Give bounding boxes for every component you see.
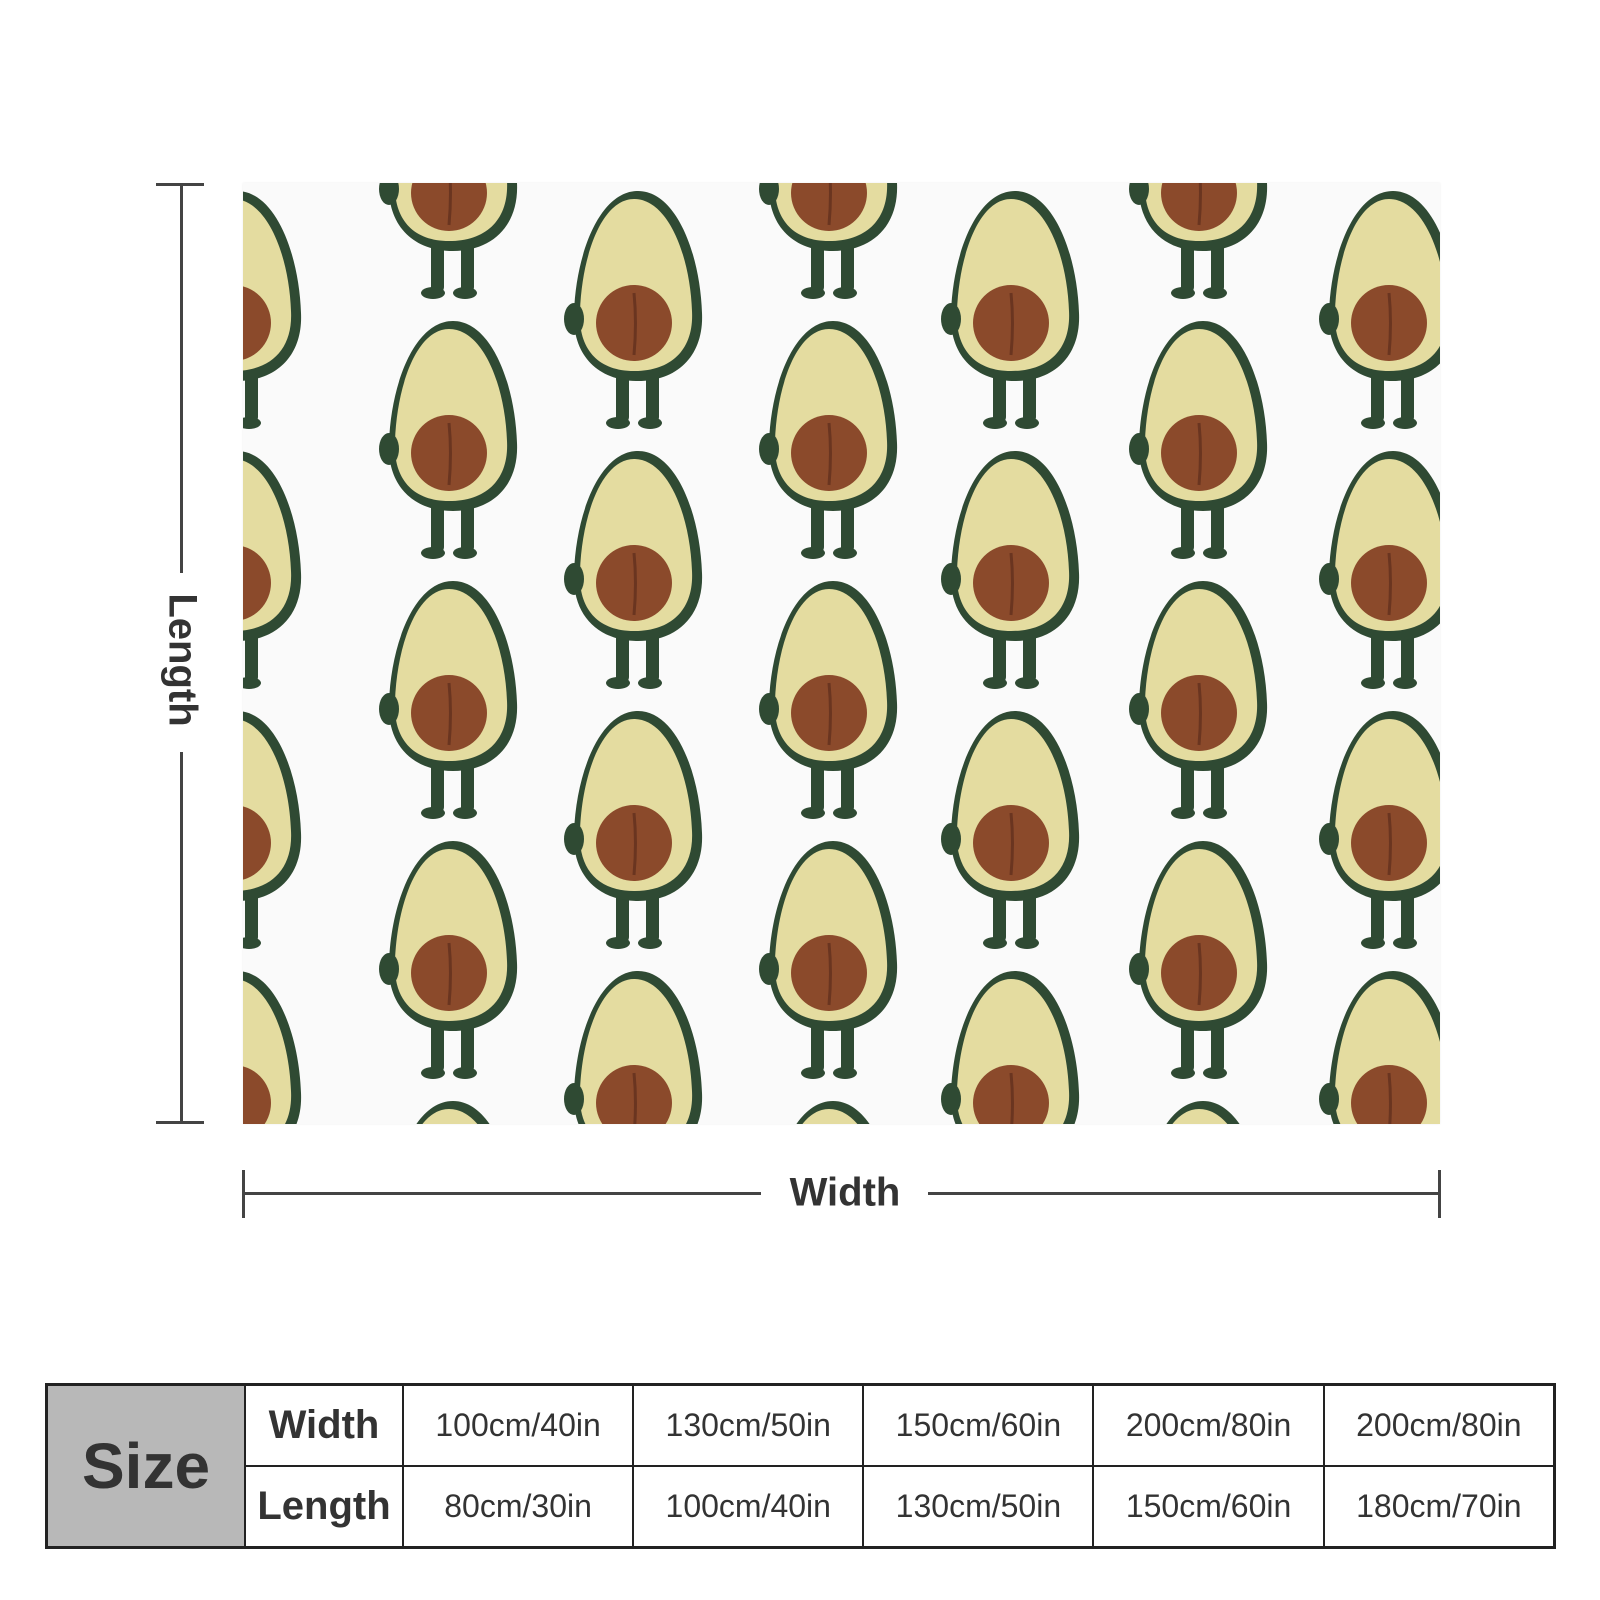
width-cell: 130cm/50in xyxy=(632,1383,865,1467)
avocado-icon xyxy=(1317,449,1440,691)
avocado-icon xyxy=(1127,319,1269,561)
length-row: Length 80cm/30in 100cm/40in 130cm/50in 1… xyxy=(47,1465,1556,1549)
length-bottom-tick xyxy=(156,1121,204,1124)
width-row-label: Width xyxy=(244,1383,404,1467)
avocado-icon xyxy=(757,183,899,301)
width-line-right xyxy=(928,1192,1439,1195)
avocado-icon xyxy=(1127,1099,1269,1124)
avocado-icon xyxy=(939,969,1081,1124)
size-header: Size xyxy=(45,1383,246,1549)
width-row: Size Width 100cm/40in 130cm/50in 150cm/6… xyxy=(45,1383,1556,1549)
width-label: Width xyxy=(783,1170,907,1216)
width-cell: 200cm/80in xyxy=(1092,1383,1325,1467)
blanket-preview xyxy=(243,183,1440,1124)
avocado-icon xyxy=(243,709,303,951)
length-cell: 130cm/50in xyxy=(862,1465,1095,1549)
avocado-icon xyxy=(377,1099,519,1124)
avocado-icon xyxy=(939,189,1081,431)
width-line-left xyxy=(243,1192,761,1195)
avocado-icon xyxy=(377,183,519,301)
length-cell: 80cm/30in xyxy=(401,1465,635,1549)
avocado-icon xyxy=(1127,839,1269,1081)
avocado-icon xyxy=(377,319,519,561)
length-line-lower xyxy=(180,752,183,1122)
avocado-icon xyxy=(757,839,899,1081)
width-cell: 150cm/60in xyxy=(862,1383,1095,1467)
avocado-icon xyxy=(1317,709,1440,951)
avocado-icon xyxy=(757,319,899,561)
length-cell: 180cm/70in xyxy=(1322,1465,1556,1549)
length-cell: 100cm/40in xyxy=(632,1465,865,1549)
avocado-icon xyxy=(939,709,1081,951)
avocado-icon xyxy=(939,449,1081,691)
avocado-icon xyxy=(243,449,303,691)
length-cell: 150cm/60in xyxy=(1092,1465,1325,1549)
width-right-tick xyxy=(1438,1170,1441,1218)
avocado-icon xyxy=(757,579,899,821)
avocado-icon xyxy=(562,189,704,431)
avocado-icon xyxy=(1317,189,1440,431)
avocado-icon xyxy=(757,1099,899,1124)
length-row-label: Length xyxy=(244,1465,404,1549)
avocado-icon xyxy=(243,969,303,1124)
size-table: Size Width 100cm/40in 130cm/50in 150cm/6… xyxy=(45,1383,1556,1549)
avocado-icon xyxy=(243,189,303,431)
avocado-pattern xyxy=(243,183,1440,1124)
avocado-icon xyxy=(1127,579,1269,821)
avocado-icon xyxy=(562,969,704,1124)
avocado-icon xyxy=(377,839,519,1081)
avocado-icon xyxy=(1127,183,1269,301)
length-line-upper xyxy=(180,183,183,573)
width-cell: 100cm/40in xyxy=(401,1383,635,1467)
avocado-icon xyxy=(377,579,519,821)
avocado-icon xyxy=(562,709,704,951)
width-cell: 200cm/80in xyxy=(1322,1383,1556,1467)
avocado-icon xyxy=(1317,969,1440,1124)
avocado-icon xyxy=(562,449,704,691)
length-label: Length xyxy=(159,587,205,733)
